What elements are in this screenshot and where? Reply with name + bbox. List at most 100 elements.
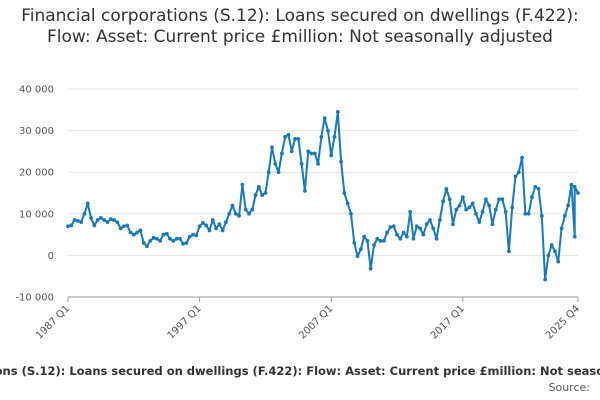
data-point[interactable] (276, 170, 281, 175)
data-point[interactable] (428, 218, 432, 222)
data-point[interactable] (375, 236, 380, 241)
data-point[interactable] (148, 238, 153, 243)
data-point[interactable] (158, 238, 163, 243)
data-point[interactable] (253, 193, 258, 197)
data-point[interactable] (168, 236, 172, 241)
data-point[interactable] (296, 137, 301, 141)
data-point[interactable] (138, 228, 143, 233)
data-point[interactable] (345, 201, 350, 206)
data-point[interactable] (286, 132, 291, 137)
data-point[interactable] (75, 218, 80, 223)
data-point[interactable] (250, 207, 255, 212)
data-point[interactable] (309, 151, 314, 156)
data-point[interactable] (201, 221, 205, 225)
data-point[interactable] (125, 223, 130, 228)
data-point[interactable] (279, 151, 284, 156)
data-point[interactable] (135, 230, 139, 235)
data-point[interactable] (82, 211, 87, 216)
data-point[interactable] (329, 153, 334, 158)
data-point[interactable] (95, 218, 100, 222)
data-point[interactable] (395, 232, 399, 237)
data-point[interactable] (342, 191, 347, 195)
data-point[interactable] (79, 220, 84, 225)
data-point[interactable] (483, 197, 488, 202)
data-point[interactable] (424, 222, 429, 227)
data-point[interactable] (549, 243, 554, 247)
data-point[interactable] (316, 161, 320, 166)
data-point[interactable] (464, 207, 469, 212)
data-point[interactable] (398, 236, 403, 241)
data-point[interactable] (306, 149, 311, 154)
data-point[interactable] (217, 222, 222, 227)
data-point[interactable] (572, 234, 577, 239)
data-point[interactable] (145, 244, 149, 249)
data-point[interactable] (576, 191, 580, 195)
data-point[interactable] (385, 230, 390, 235)
data-point[interactable] (122, 224, 126, 229)
data-point[interactable] (553, 249, 557, 254)
data-point[interactable] (161, 232, 166, 237)
data-point[interactable] (319, 134, 324, 139)
data-point[interactable] (546, 253, 551, 258)
data-point[interactable] (260, 193, 265, 197)
data-point[interactable] (539, 213, 544, 218)
data-point[interactable] (572, 184, 577, 189)
data-point[interactable] (214, 226, 218, 231)
data-point[interactable] (523, 211, 528, 216)
data-point[interactable] (543, 277, 547, 282)
data-point[interactable] (108, 217, 113, 222)
data-point[interactable] (164, 231, 169, 236)
data-point[interactable] (368, 266, 373, 271)
data-point[interactable] (441, 199, 445, 204)
data-point[interactable] (513, 174, 518, 179)
data-point[interactable] (270, 145, 274, 150)
data-point[interactable] (533, 184, 538, 189)
data-point[interactable] (381, 238, 386, 243)
data-point[interactable] (187, 234, 192, 239)
data-point[interactable] (569, 182, 574, 187)
data-point[interactable] (322, 116, 327, 121)
data-point[interactable] (493, 207, 498, 212)
data-point[interactable] (408, 209, 413, 214)
data-point[interactable] (273, 161, 278, 166)
data-point[interactable] (102, 218, 107, 222)
data-point[interactable] (365, 238, 370, 243)
data-point[interactable] (326, 128, 330, 133)
data-point[interactable] (332, 134, 337, 139)
data-point[interactable] (237, 213, 241, 218)
data-point[interactable] (312, 151, 317, 156)
data-point[interactable] (503, 209, 508, 214)
data-point[interactable] (131, 232, 136, 237)
data-point[interactable] (247, 211, 251, 216)
data-point[interactable] (115, 220, 120, 225)
data-point[interactable] (358, 247, 363, 252)
data-point[interactable] (72, 218, 77, 222)
data-point[interactable] (184, 241, 189, 245)
data-point[interactable] (530, 195, 534, 200)
data-point[interactable] (497, 197, 501, 202)
data-point[interactable] (405, 234, 409, 239)
data-point[interactable] (414, 224, 419, 229)
data-point[interactable] (470, 201, 475, 206)
data-point[interactable] (240, 182, 245, 187)
data-point[interactable] (566, 203, 571, 208)
data-point[interactable] (303, 189, 307, 193)
data-point[interactable] (89, 216, 93, 220)
data-point[interactable] (283, 134, 288, 139)
data-point[interactable] (490, 222, 495, 227)
data-point[interactable] (92, 223, 97, 228)
data-point[interactable] (362, 234, 367, 239)
data-point[interactable] (474, 211, 478, 216)
data-point[interactable] (467, 205, 472, 210)
data-point[interactable] (105, 220, 110, 225)
data-point[interactable] (99, 216, 103, 220)
data-point[interactable] (230, 203, 235, 208)
data-point[interactable] (191, 232, 195, 237)
data-point[interactable] (457, 203, 462, 208)
data-point[interactable] (118, 226, 123, 231)
data-point[interactable] (480, 209, 485, 214)
data-point[interactable] (431, 226, 436, 231)
data-point[interactable] (437, 218, 442, 222)
data-point[interactable] (233, 211, 238, 216)
data-point[interactable] (194, 233, 199, 238)
